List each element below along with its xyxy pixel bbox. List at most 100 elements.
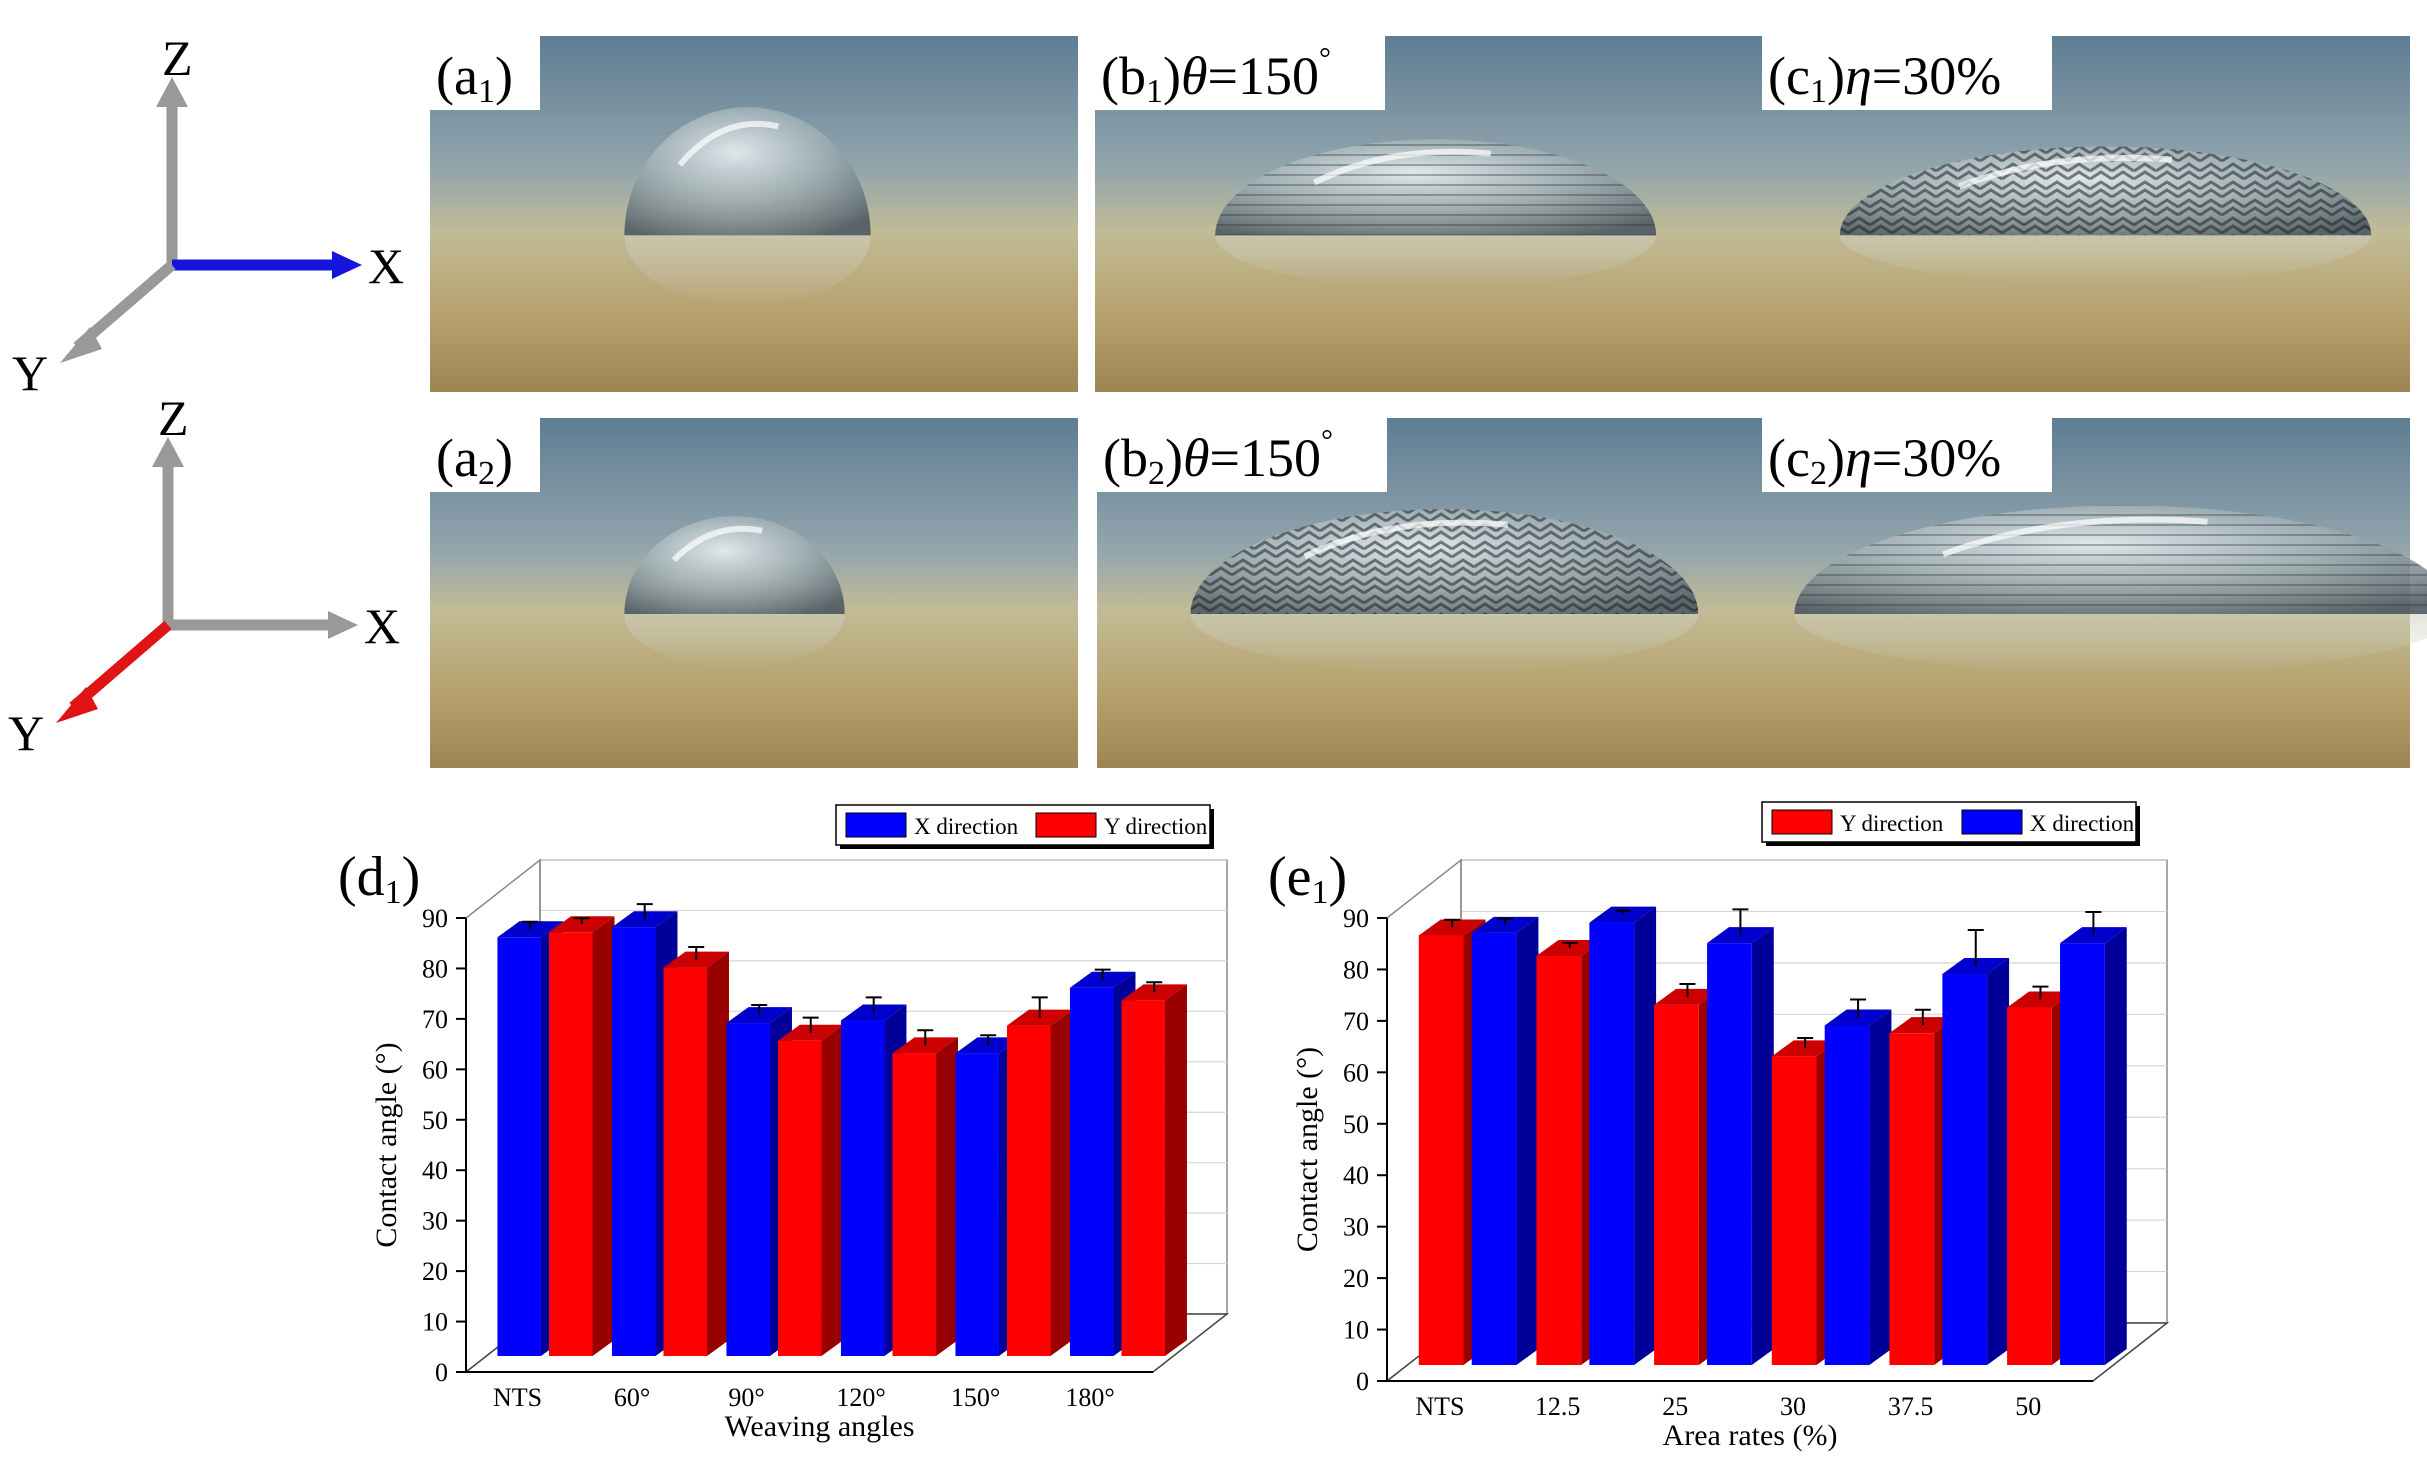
y-tick-label: 80 (422, 954, 448, 983)
x-tick-label: NTS (493, 1383, 542, 1412)
bar-side (821, 1024, 844, 1356)
y-axis-label: Y (8, 705, 44, 761)
bar-chart-1: 0 10 20 30 40 50 60 70 80 90 Contact angle (°) NTS 6… (338, 804, 1230, 1443)
bar-front (1418, 935, 1464, 1365)
droplet-texture (1839, 146, 2372, 236)
y-tick-label: 10 (1343, 1316, 1369, 1345)
droplet-highlight (677, 120, 779, 167)
droplet-highlight (1942, 516, 2208, 558)
axes-diagram-1: Z X Y (12, 30, 404, 401)
bar-front (726, 1023, 770, 1356)
droplet-reflection (1794, 614, 2427, 674)
x-tick-label: 37.5 (1888, 1392, 1934, 1421)
bar-front (1942, 974, 1988, 1365)
z-axis-label: Z (158, 390, 189, 446)
droplet-highlight (1958, 154, 2173, 190)
bar-side (1987, 958, 2010, 1365)
x-axis-title: Area rates (%) (1663, 1419, 1838, 1452)
x-axis-arrowhead (332, 251, 362, 279)
photo-label-box (1762, 36, 2052, 110)
x-tick-label: 12.5 (1535, 1392, 1581, 1421)
legend-swatch (1035, 812, 1097, 838)
bar-front (1536, 956, 1582, 1365)
bar-side (935, 1037, 958, 1356)
photo-label-box (1762, 418, 2052, 492)
droplet-texture (1794, 505, 2427, 614)
droplet-texture (1215, 139, 1657, 236)
water-droplet (624, 516, 845, 614)
legend-label: X direction (2030, 811, 2135, 836)
legend-swatch (845, 812, 907, 838)
x-axis-title: Weaving angles (724, 1410, 914, 1443)
bar-front (497, 937, 541, 1356)
x-tick-label: 60° (614, 1383, 650, 1412)
bar-side (1050, 1009, 1073, 1356)
bar-side (592, 916, 615, 1356)
legend-swatch (1771, 809, 1833, 835)
x-tick-label: NTS (1415, 1392, 1464, 1421)
water-droplet (624, 107, 871, 236)
photo-panel-1: (a1) (430, 36, 1078, 392)
photo-panel-3: (c1)η=30% (1762, 36, 2410, 392)
bar-x-direction-2 (1589, 906, 1657, 1365)
droplet-reflection (624, 235, 871, 306)
photo-label-box (1097, 418, 1387, 492)
bar-x-direction-5 (1942, 929, 2010, 1365)
bar-front (1589, 922, 1635, 1365)
bar-side (1164, 984, 1187, 1356)
x-tick-label: 50 (2015, 1392, 2041, 1421)
photo-label: (b2)θ=150° (1103, 424, 1333, 492)
bar-front (2007, 1007, 2052, 1365)
legend-label: Y direction (1104, 814, 1208, 839)
bar-side (1634, 906, 1657, 1365)
y-tick-label: 40 (1343, 1161, 1369, 1190)
droplet-highlight (1313, 148, 1492, 186)
photo-label-box (430, 36, 540, 110)
droplet-highlight (671, 525, 763, 563)
photo-panel-6: (c2)η=30% (1762, 418, 2427, 768)
y-tick-label: 50 (1343, 1110, 1369, 1139)
bar-x-direction-6 (2060, 911, 2127, 1365)
droplet-reflection (624, 614, 845, 668)
bar-front (548, 932, 593, 1356)
z-axis-arrowhead (152, 437, 184, 467)
bar-front (1654, 1004, 1699, 1365)
photo-label: (a2) (436, 428, 513, 492)
chart-legend: X direction Y direction (835, 804, 1214, 849)
photo-label-box (430, 418, 540, 492)
y-tick-label: 20 (1343, 1264, 1369, 1293)
y-tick-label: 90 (1343, 904, 1369, 933)
chart-legend: Y direction X direction (1761, 801, 2140, 846)
bar-y-direction-4 (892, 1029, 958, 1356)
bar-y-direction-2 (663, 945, 729, 1356)
bar-front (1771, 1056, 1817, 1365)
bar-front (1889, 1033, 1935, 1365)
legend-label: Y direction (1840, 811, 1944, 836)
droplet-reflection (1839, 235, 2372, 285)
x-axis-arrowhead (328, 611, 358, 639)
droplet-highlight (1303, 519, 1509, 559)
bar-front (955, 1053, 999, 1356)
bar-front (840, 1020, 885, 1356)
y-tick-label: 70 (1343, 1007, 1369, 1036)
photo-panel-2: (b1)θ=150° (1095, 36, 1763, 392)
y-tick-label: 30 (1343, 1213, 1369, 1242)
y-tick-label: 50 (422, 1106, 448, 1135)
bar-y-direction-5 (1006, 996, 1073, 1356)
y-axis-title: Contact angle (°) (1291, 1047, 1324, 1252)
y-axis-arrowhead (56, 687, 98, 723)
bar-x-direction-4 (1824, 998, 1892, 1365)
photo-panel-5: (b2)θ=150° (1097, 418, 1765, 768)
x-tick-label: 150° (951, 1383, 1000, 1412)
y-tick-label: 90 (422, 904, 448, 933)
bar-y-direction-1 (548, 916, 615, 1356)
y-tick-label: 20 (422, 1257, 448, 1286)
bar-side (1751, 927, 1774, 1365)
bar-front (892, 1053, 936, 1356)
bar-front (663, 967, 707, 1356)
y-tick-label: 0 (435, 1358, 448, 1387)
legend-label: X direction (914, 814, 1019, 839)
bar-y-direction-6 (1121, 981, 1187, 1356)
x-tick-label: 30 (1780, 1392, 1806, 1421)
x-axis-label: X (364, 598, 400, 654)
